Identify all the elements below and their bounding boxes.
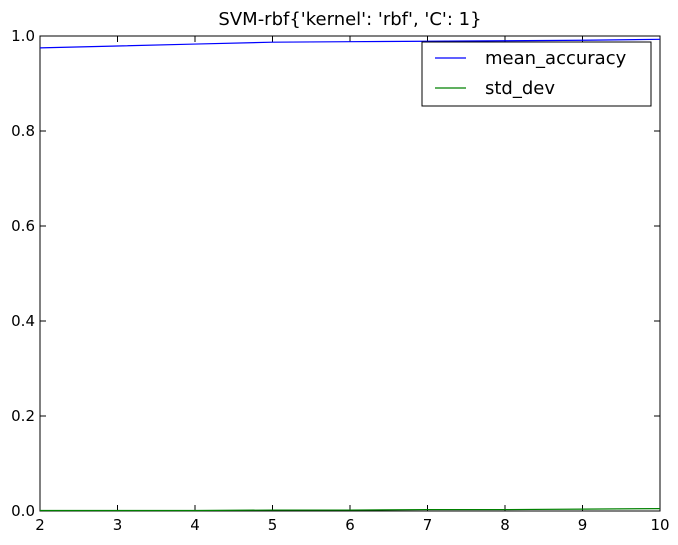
y-tick-label: 1.0	[11, 27, 35, 45]
legend-label: std_dev	[485, 78, 555, 99]
x-tick-label: 6	[345, 516, 355, 534]
y-tick-label: 0.8	[11, 122, 35, 140]
series-lines	[39, 38, 661, 512]
x-tick-label: 10	[650, 516, 669, 534]
y-tick-label: 0.0	[11, 502, 35, 520]
y-tick-label: 0.2	[11, 407, 35, 425]
series-line-mean-accuracy	[39, 38, 661, 49]
y-tick-label: 0.4	[11, 312, 35, 330]
x-tick-label: 3	[113, 516, 123, 534]
x-tick-label: 9	[578, 516, 588, 534]
series-line-std-dev	[40, 508, 661, 512]
y-tick-label: 0.6	[11, 217, 35, 235]
chart-title: SVM-rbf{'kernel': 'rbf', 'C': 1}	[218, 9, 481, 30]
x-tick-label: 8	[500, 516, 510, 534]
legend-label: mean_accuracy	[485, 48, 627, 69]
legend-box	[421, 41, 652, 107]
x-tick-label: 7	[423, 516, 433, 534]
x-tick-label: 4	[190, 516, 200, 534]
legend: mean_accuracy std_dev	[421, 41, 652, 107]
x-tick-label: 2	[35, 516, 45, 534]
x-tick-label: 5	[268, 516, 278, 534]
plot-area-frame	[39, 35, 661, 512]
